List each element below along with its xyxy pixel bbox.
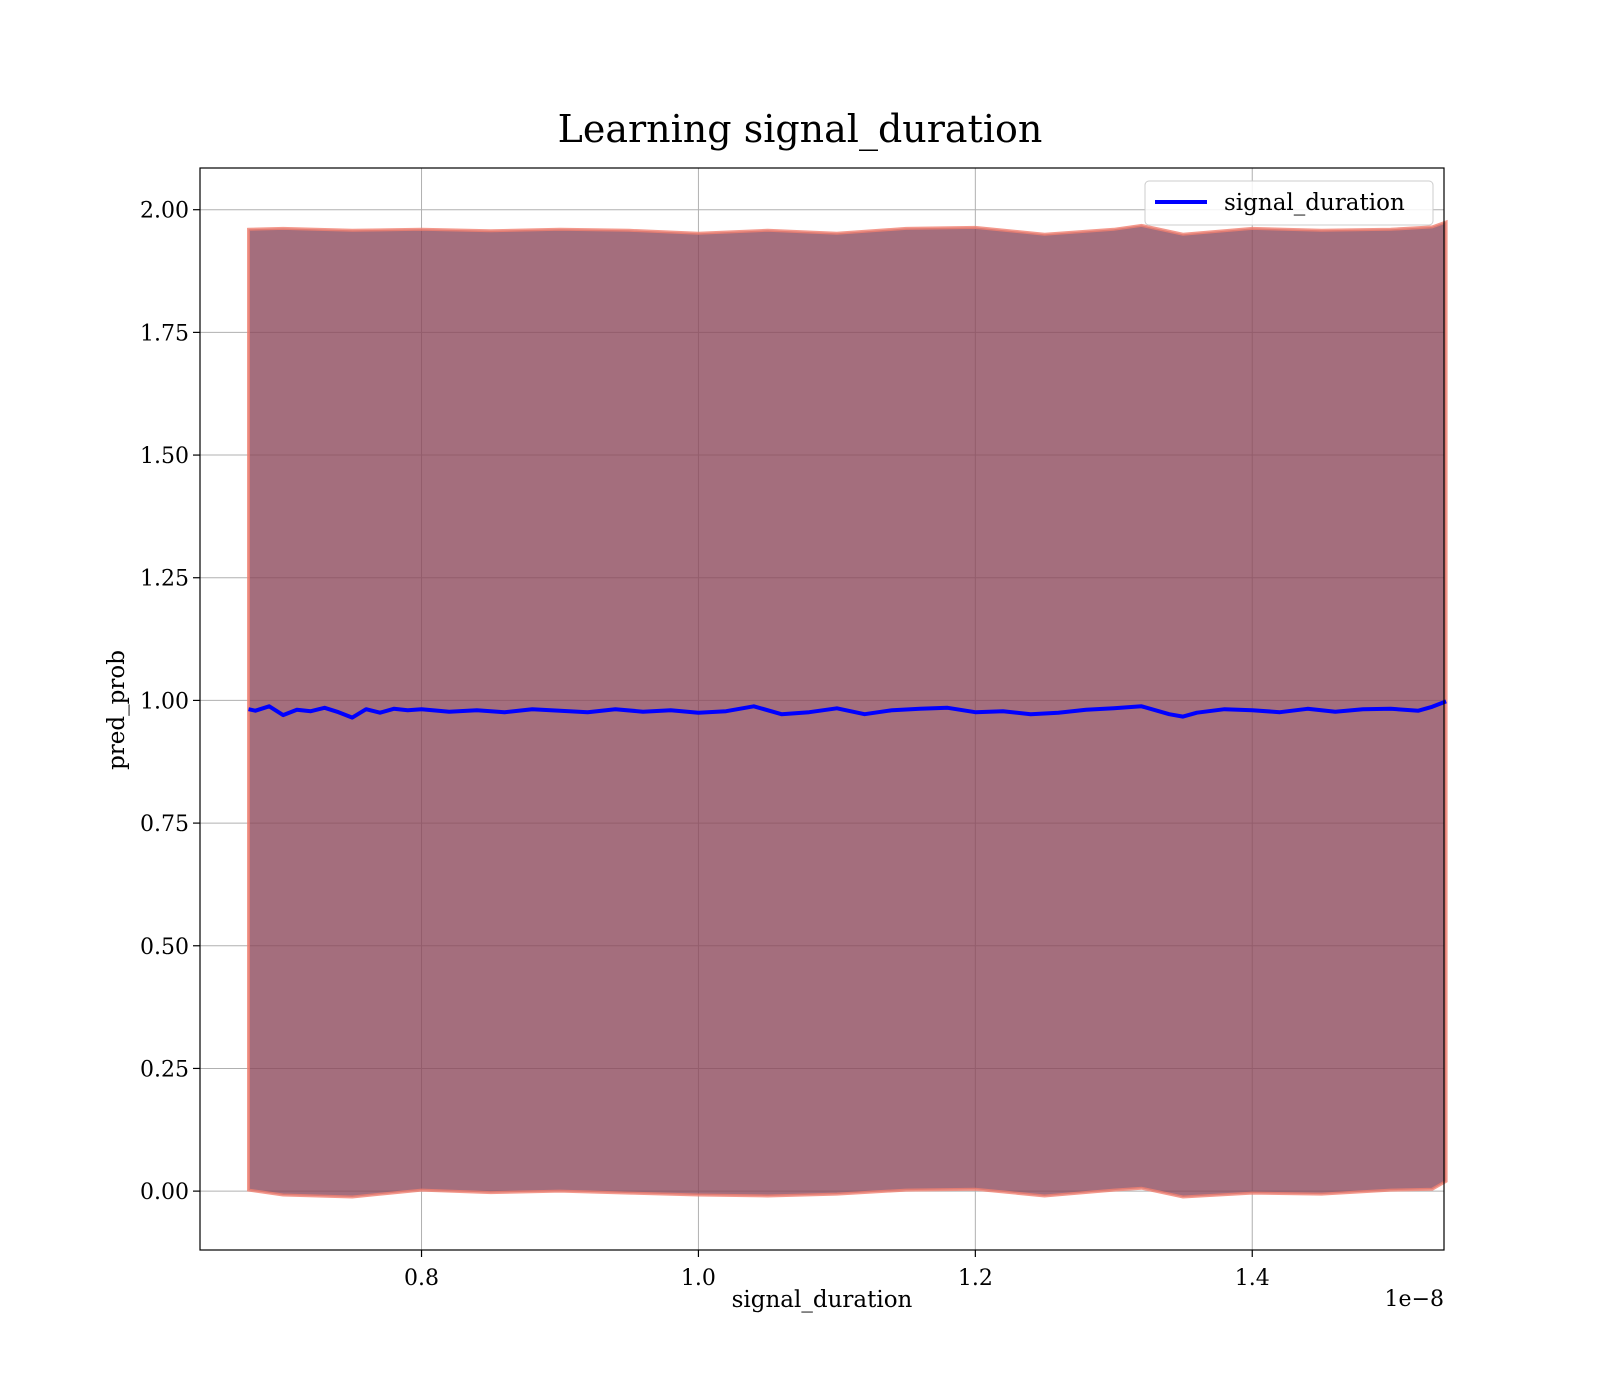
x-axis-label: signal_duration	[732, 1287, 913, 1313]
series-lines	[248, 699, 1447, 720]
y-tick-label: 0.50	[140, 935, 189, 960]
chart-title: Learning signal_duration	[558, 107, 1043, 152]
plot-frame	[199, 167, 1445, 1251]
y-axis-label: pred_prob	[104, 650, 130, 770]
x-ticks: 0.8 1.0 1.2 1.4	[404, 1250, 1270, 1291]
y-ticks: 0.00 0.25 0.50 0.75 1.00 1.25 1.50 1.75 2.00	[140, 199, 200, 1205]
y-tick-label: 1.75	[140, 321, 189, 346]
y-tick-label: 1.00	[140, 689, 189, 714]
x-tick-label: 1.2	[958, 1266, 993, 1291]
legend-label: signal_duration	[1224, 190, 1405, 216]
series-line-signal_duration	[248, 699, 1447, 720]
y-tick-label: 1.25	[140, 567, 189, 592]
y-tick-label: 2.00	[140, 199, 189, 224]
y-tick-label: 0.75	[140, 812, 189, 837]
y-tick-label: 0.00	[140, 1180, 189, 1205]
x-tick-label: 0.8	[404, 1266, 439, 1291]
legend: signal_duration	[1144, 180, 1434, 226]
x-offset-label: 1e−8	[1385, 1287, 1444, 1312]
x-tick-label: 1.4	[1235, 1266, 1270, 1291]
y-tick-label: 1.50	[140, 444, 189, 469]
legend-box	[1144, 180, 1434, 226]
x-tick-label: 1.0	[681, 1266, 716, 1291]
y-tick-label: 0.25	[140, 1057, 189, 1082]
